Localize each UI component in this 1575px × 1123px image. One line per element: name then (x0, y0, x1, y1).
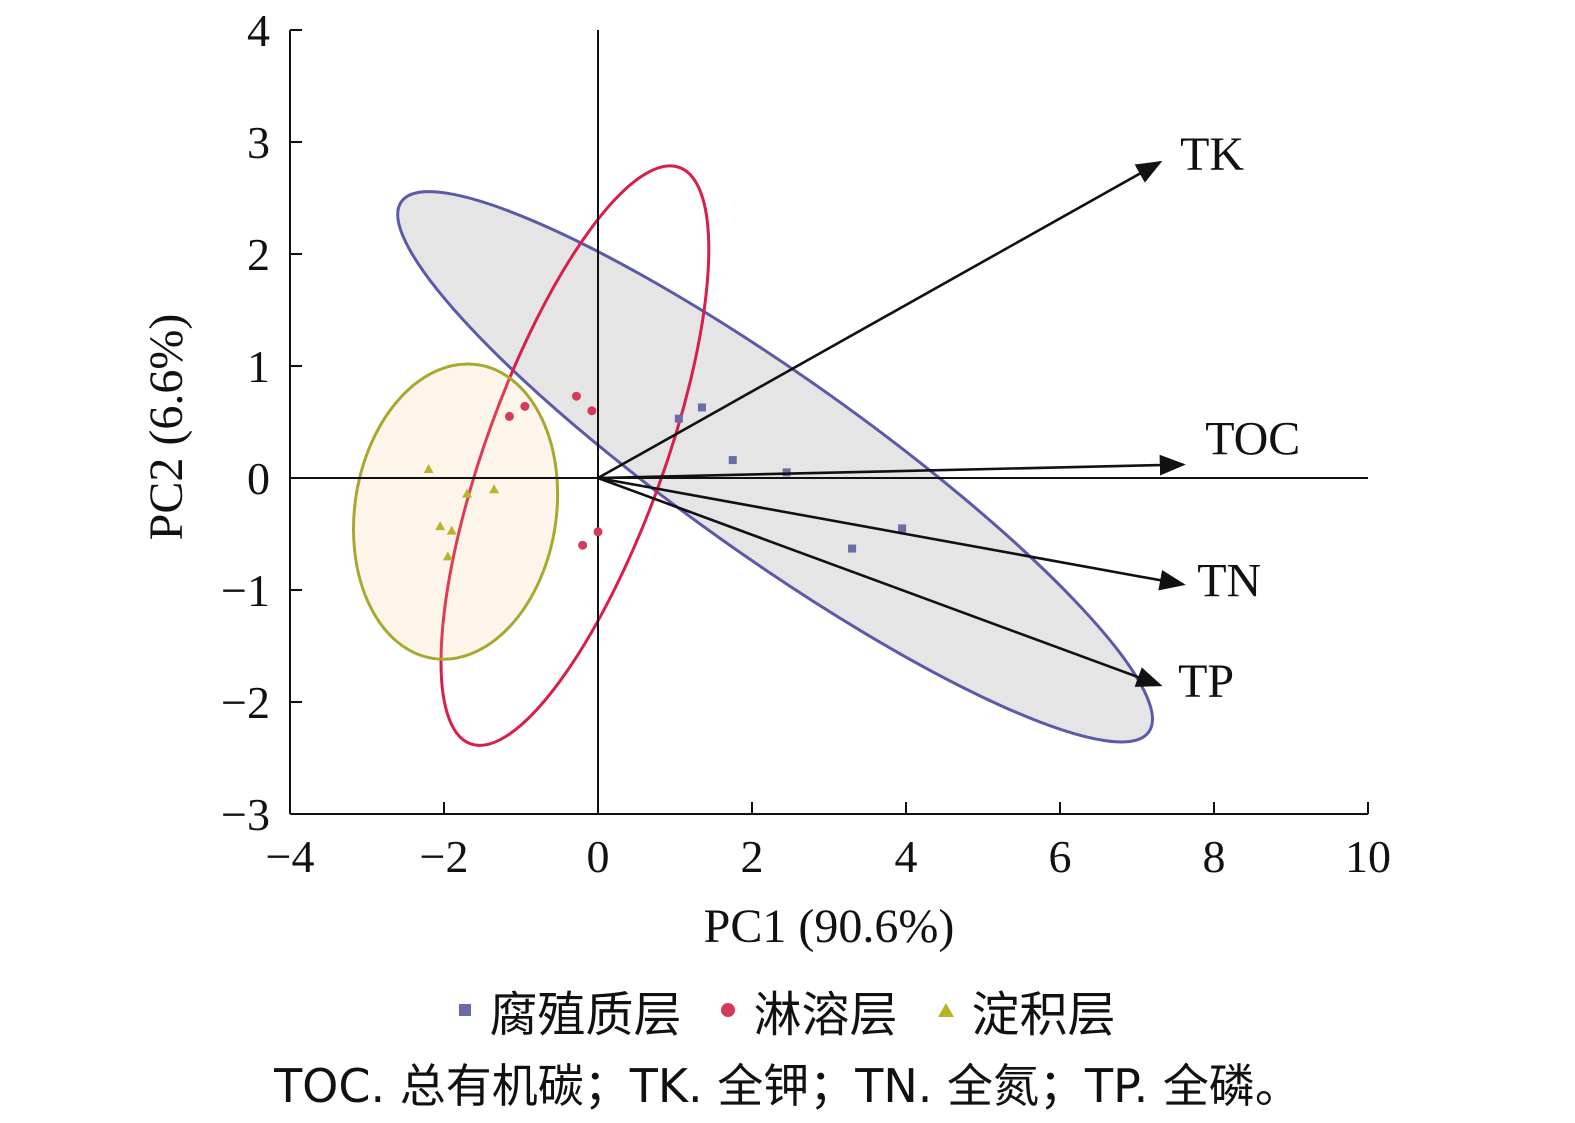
vector-label-toc: TOC (1205, 413, 1300, 466)
x-tick-label: 8 (1203, 831, 1226, 882)
x-tick-label: 4 (895, 831, 918, 882)
point-square (898, 524, 907, 533)
point-triangle (442, 551, 453, 561)
axes: −4 −2 0 2 4 6 8 10 −3 −2 −1 0 1 2 3 4 (221, 5, 1391, 882)
point-circle (504, 411, 514, 421)
triangle-marker-icon (937, 1003, 954, 1017)
x-tick-label: 2 (741, 831, 764, 882)
y-axis-label: PC2 (6.6%) (140, 314, 193, 541)
ellipse-3 (351, 362, 560, 661)
vector-tp (597, 476, 1163, 687)
vector-label-tn: TN (1197, 554, 1261, 607)
point-circle (520, 401, 530, 411)
point-square (728, 456, 737, 465)
point-square (697, 403, 706, 412)
x-axis-label: PC1 (90.6%) (704, 900, 955, 953)
loading-vectors: TK TOC TN TP (597, 128, 1300, 708)
ellipse-1 (396, 190, 1154, 744)
legend-label: 淀积层 (971, 987, 1116, 1043)
legend-label: 淋溶层 (753, 987, 898, 1043)
vector-label-tk: TK (1180, 128, 1244, 181)
figure-caption: TOC. 总有机碳；TK. 全钾；TN. 全氮；TP. 全磷。 (274, 1059, 1301, 1113)
data-points (423, 391, 907, 561)
ellipse-2 (439, 164, 711, 747)
y-tick-label: 3 (247, 117, 270, 168)
legend-item-eluvial: 淋溶层 (721, 975, 898, 1045)
y-tick-label: 0 (247, 453, 270, 504)
legend: 腐殖质层 淋溶层 淀积层 (0, 975, 1575, 1045)
vector-tk (597, 160, 1163, 480)
point-circle (578, 540, 588, 550)
vector-tn (597, 476, 1186, 591)
y-tick-label: −1 (221, 565, 270, 616)
y-tick-label: 2 (247, 229, 270, 280)
point-triangle (489, 484, 500, 494)
vector-toc (597, 454, 1186, 480)
point-triangle (423, 464, 434, 474)
circle-marker-icon (721, 1003, 736, 1017)
y-tick-label: −3 (221, 789, 270, 840)
legend-item-humus: 腐殖质层 (459, 975, 681, 1045)
x-tick-label: 0 (587, 831, 610, 882)
square-marker-icon (459, 1004, 472, 1016)
legend-item-illuvial: 淀积层 (937, 975, 1116, 1045)
point-triangle (446, 525, 457, 535)
confidence-ellipses (351, 164, 1154, 747)
x-tick-label: −2 (420, 831, 469, 882)
x-tick-label: 6 (1049, 831, 1072, 882)
vector-label-tp: TP (1178, 655, 1234, 708)
point-square (848, 544, 857, 553)
point-square (674, 414, 683, 423)
point-triangle (462, 488, 473, 498)
x-tick-label: −4 (266, 831, 315, 882)
legend-label: 腐殖质层 (489, 987, 682, 1043)
point-circle (587, 406, 597, 416)
point-triangle (435, 521, 446, 531)
x-tick-label: 10 (1345, 831, 1391, 882)
y-tick-label: −2 (221, 677, 270, 728)
y-tick-label: 1 (247, 341, 270, 392)
y-tick-label: 4 (247, 5, 270, 56)
point-circle (593, 527, 603, 537)
point-circle (571, 391, 581, 401)
